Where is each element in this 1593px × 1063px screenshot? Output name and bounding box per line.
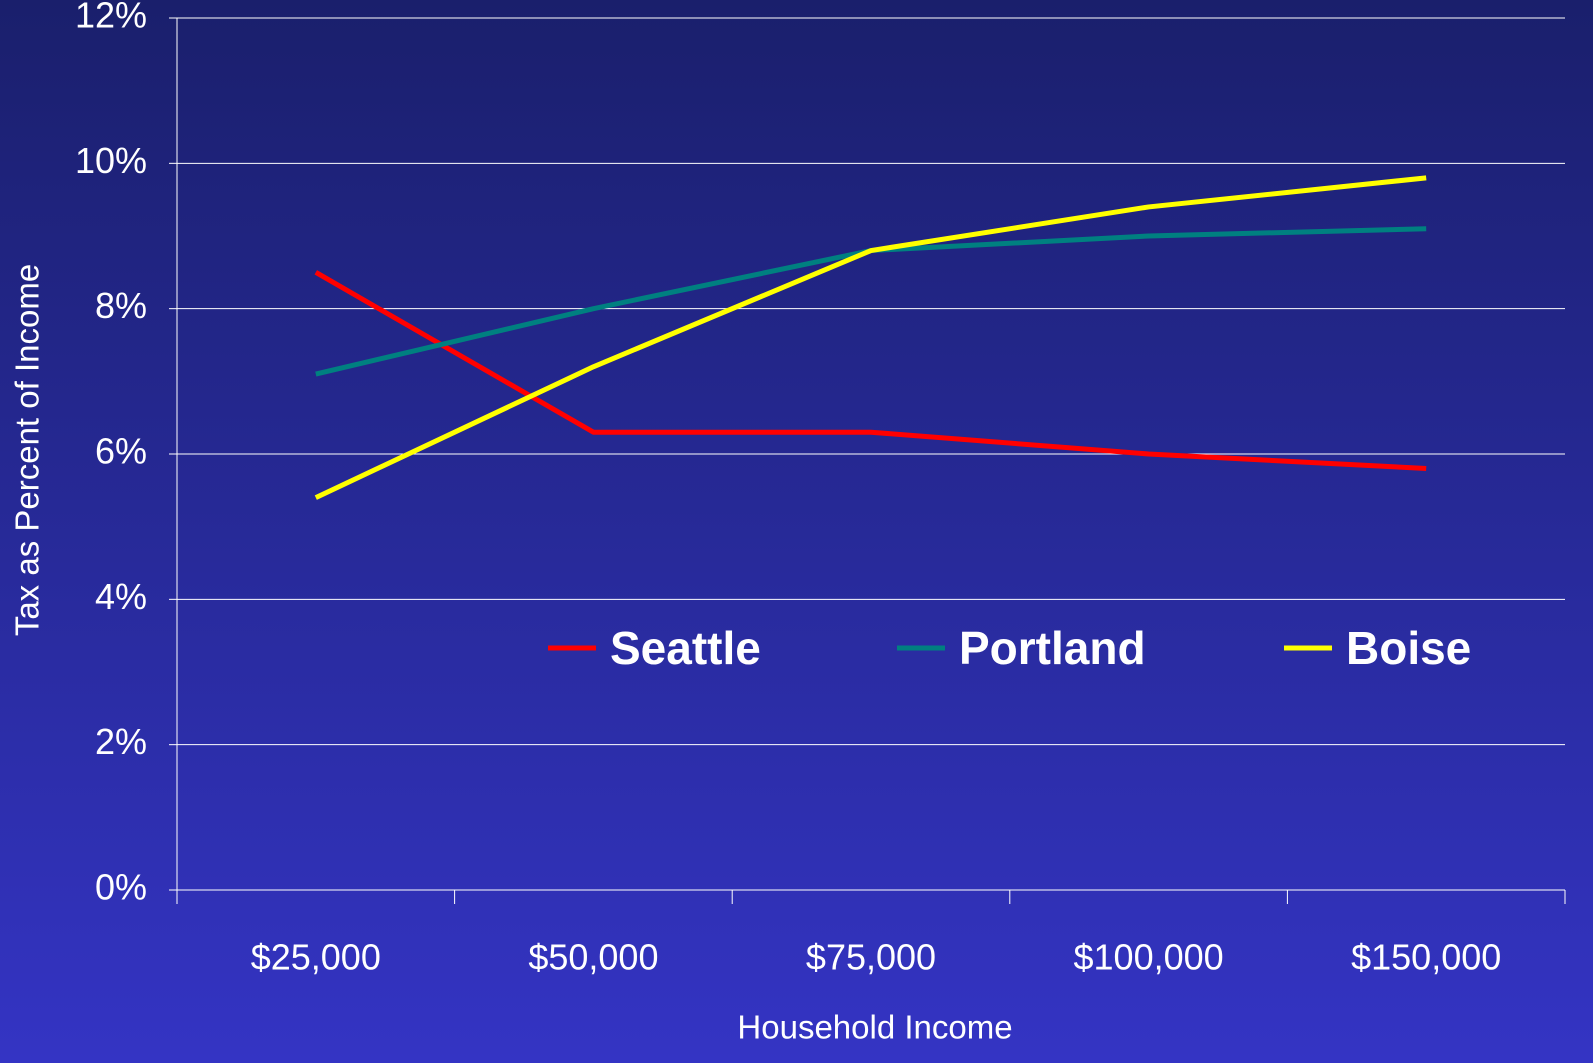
y-tick-label: 8%	[95, 285, 147, 326]
legend-label: Portland	[959, 622, 1146, 674]
line-series	[314, 175, 1427, 500]
y-tick-label: 10%	[75, 140, 147, 181]
x-tick-label: $75,000	[806, 937, 936, 978]
legend-label: Seattle	[610, 622, 761, 674]
y-tick-label: 4%	[95, 576, 147, 617]
x-tick-label: $100,000	[1074, 937, 1224, 978]
x-axis-title: Household Income	[737, 1009, 1012, 1046]
line-series	[314, 270, 1427, 472]
y-tick-label: 6%	[95, 431, 147, 472]
x-tick-label: $25,000	[251, 937, 381, 978]
y-tick-label: 0%	[95, 867, 147, 908]
x-tick-label: $150,000	[1351, 937, 1501, 978]
y-axis-title: Tax as Percent of Income	[9, 264, 46, 636]
y-tick-label: 2%	[95, 721, 147, 762]
x-tick-label: $50,000	[528, 937, 658, 978]
y-tick-label: 12%	[75, 0, 147, 36]
legend-label: Boise	[1346, 622, 1471, 674]
